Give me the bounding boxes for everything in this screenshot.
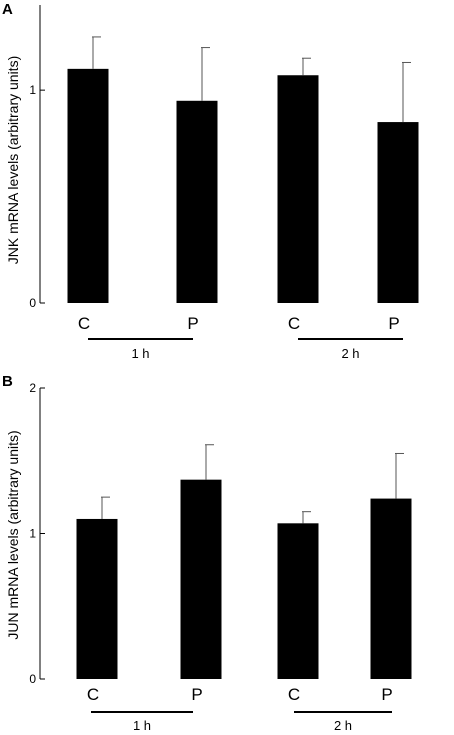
bar (176, 100, 218, 304)
y-tick-label: 0 (29, 296, 36, 310)
category-label: P (187, 314, 198, 333)
panel-b: B JUN mRNA levels (arbitrary units) 0 1 2 C… (2, 373, 412, 733)
bar (277, 75, 319, 303)
panel-b-letter: B (2, 373, 13, 390)
bar (76, 518, 118, 679)
bar (67, 68, 109, 303)
category-label: P (191, 685, 202, 704)
bar (180, 479, 222, 679)
category-label: C (78, 314, 90, 333)
bar (370, 498, 412, 679)
category-label: C (87, 685, 99, 704)
panel-a-plot: 0 1 C P C P 1 h 2 h (29, 5, 419, 361)
bar (277, 523, 319, 679)
y-tick-label: 2 (29, 381, 36, 395)
panel-b-y-axis-label: JUN mRNA levels (arbitrary units) (5, 430, 21, 639)
y-tick-label: 0 (29, 672, 36, 686)
panel-a: A JNK mRNA levels (arbitrary units) 0 1 C P… (2, 1, 419, 361)
panel-a-y-axis-label: JNK mRNA levels (arbitrary units) (5, 56, 21, 265)
category-label: P (388, 314, 399, 333)
group-label: 2 h (341, 346, 359, 361)
panel-a-letter: A (2, 1, 13, 18)
category-label: C (288, 314, 300, 333)
group-label: 1 h (133, 718, 151, 733)
category-label: C (288, 685, 300, 704)
panel-b-plot: 0 1 2 C P C P 1 h 2 h (29, 381, 412, 733)
category-label: P (381, 685, 392, 704)
group-label: 1 h (131, 346, 149, 361)
y-tick-label: 1 (29, 527, 36, 541)
group-label: 2 h (334, 718, 352, 733)
bar (377, 122, 419, 303)
y-tick-label: 1 (29, 83, 36, 97)
